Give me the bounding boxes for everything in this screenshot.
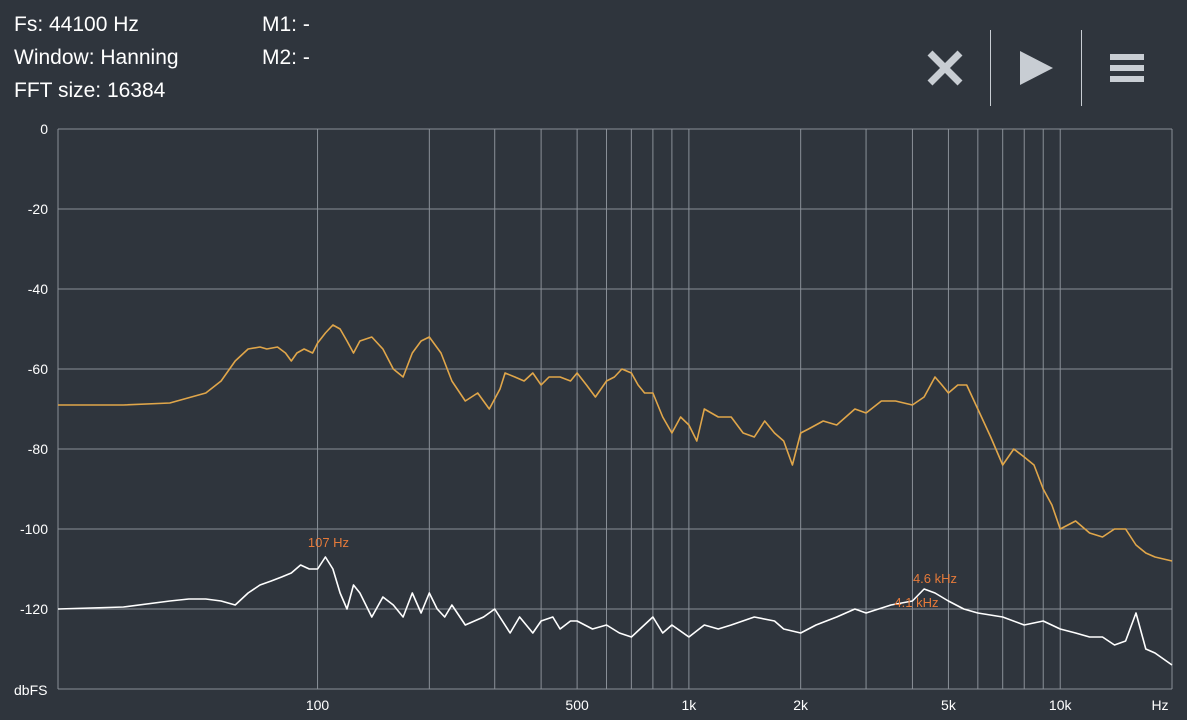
x-unit-label: Hz [1151, 697, 1168, 713]
close-button[interactable] [914, 35, 976, 101]
y-tick-label: 0 [40, 121, 48, 137]
marker-panel: M1: - M2: - [262, 8, 310, 74]
peak-annotation: 4.1 kHz [894, 595, 938, 610]
info-panel-left: Fs: 44100 Hz Window: Hanning FFT size: 1… [14, 8, 179, 107]
toolbar-divider [990, 30, 991, 106]
x-tick-label: 100 [306, 697, 330, 713]
y-tick-label: -100 [20, 521, 48, 537]
y-tick-label: -120 [20, 601, 48, 617]
y-axis-label: dbFS [14, 682, 47, 698]
y-tick-label: -60 [28, 361, 48, 377]
y-tick-label: -40 [28, 281, 48, 297]
series-line-2 [57, 556, 1173, 666]
play-icon [1020, 51, 1053, 85]
marker-m1-label: M1: - [262, 13, 310, 36]
x-tick-label: 1k [681, 697, 697, 713]
menu-icon [1110, 54, 1144, 82]
x-tick-label: 500 [565, 697, 589, 713]
window-label: Window: Hanning [14, 46, 179, 69]
toolbar-divider [1081, 30, 1082, 106]
sample-rate-label: Fs: 44100 Hz [14, 13, 139, 36]
x-tick-label: 10k [1049, 697, 1073, 713]
y-tick-label: -20 [28, 201, 48, 217]
play-button[interactable] [1005, 35, 1067, 101]
x-tick-label: 2k [793, 697, 809, 713]
menu-button[interactable] [1096, 35, 1158, 101]
y-tick-label: -80 [28, 441, 48, 457]
fft-size-label: FFT size: 16384 [14, 79, 166, 102]
peak-annotation: 4.6 kHz [913, 571, 957, 586]
marker-m2-label: M2: - [262, 46, 310, 69]
series-line-1 [58, 324, 1173, 562]
peak-annotation: 107 Hz [308, 535, 349, 550]
x-tick-label: 5k [941, 697, 957, 713]
close-icon [927, 50, 963, 86]
